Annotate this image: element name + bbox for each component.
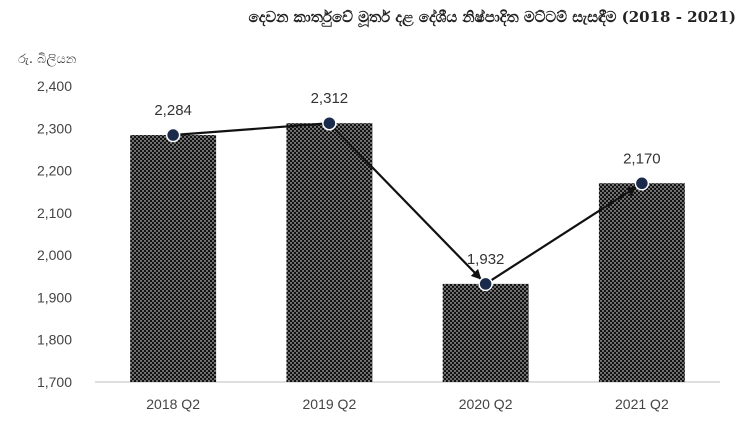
chart-title: දෙවන කාර්තුවේ මූර්ත දළ දේශීය නිෂ්පාදිත ම…	[248, 8, 736, 26]
data-point	[478, 276, 493, 292]
bar	[598, 183, 685, 382]
y-tick-label: 1,700	[37, 374, 72, 390]
data-label: 2,312	[311, 90, 349, 107]
trend-line-segment	[333, 127, 482, 280]
data-point	[322, 115, 337, 131]
y-tick-label: 2,200	[37, 163, 72, 179]
y-tick-label: 2,100	[37, 205, 72, 221]
y-tick-label: 2,400	[37, 78, 72, 94]
y-axis-unit-label: රු. බිලියන	[18, 52, 77, 67]
data-point	[634, 176, 650, 191]
x-tick-label: 2021 Q2	[615, 396, 669, 412]
data-point	[165, 127, 181, 143]
trend-line-segment	[180, 122, 323, 136]
bar	[130, 135, 217, 382]
x-tick-label: 2018 Q2	[146, 396, 200, 412]
trend-line-segment	[490, 186, 637, 282]
y-tick-label: 1,900	[37, 289, 72, 305]
y-tick-label: 2,000	[37, 247, 72, 263]
y-tick-label: 2,300	[37, 120, 72, 136]
bar	[286, 123, 373, 382]
x-tick-label: 2020 Q2	[459, 396, 513, 412]
data-label: 2,170	[623, 150, 661, 167]
x-tick-label: 2019 Q2	[303, 396, 357, 412]
y-tick-label: 1,800	[37, 332, 72, 348]
data-label: 1,932	[467, 251, 505, 268]
data-label: 2,284	[154, 102, 192, 119]
bar	[442, 283, 529, 382]
